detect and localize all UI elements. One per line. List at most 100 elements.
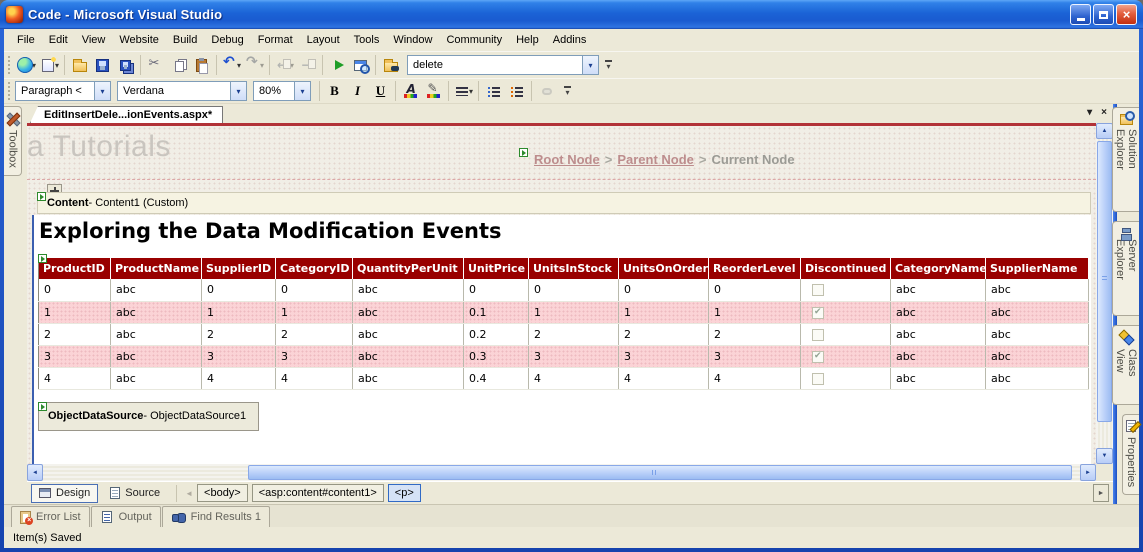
content-page[interactable]: Exploring the Data Modification Events P…	[32, 215, 1091, 464]
grid-cell: 4	[708, 367, 801, 390]
horizontal-scroll-track[interactable]	[43, 464, 1080, 481]
document-list-dropdown-icon[interactable]: ▾	[1087, 107, 1093, 118]
breadcrumb-root-link[interactable]: Root Node	[534, 152, 600, 167]
alignment-button[interactable]: ▾	[452, 80, 475, 102]
source-view-button[interactable]: Source	[102, 484, 168, 503]
gridview-control[interactable]: ProductID ProductName SupplierID CategoryID…	[38, 254, 1091, 390]
add-new-item-button[interactable]: ▾	[38, 54, 61, 76]
menu-edit[interactable]: Edit	[48, 34, 68, 46]
panel-tab-output[interactable]: Output	[90, 506, 161, 527]
menu-view[interactable]: View	[81, 34, 106, 46]
tab-class-view[interactable]: Class View	[1112, 324, 1139, 405]
font-size-combo-dropdown-icon[interactable]: ▾	[294, 82, 310, 100]
scroll-up-icon[interactable]: ▲	[1096, 123, 1113, 139]
new-website-button[interactable]: ▾	[15, 54, 38, 76]
open-file-button[interactable]	[68, 54, 91, 76]
find-in-files-button[interactable]	[379, 54, 402, 76]
toolbar-grip[interactable]	[8, 82, 11, 100]
menu-tools[interactable]: Tools	[353, 34, 380, 46]
scroll-left-icon[interactable]: ◄	[27, 464, 43, 481]
title-bar[interactable]: Code - Microsoft Visual Studio ×	[0, 0, 1143, 29]
menu-addins[interactable]: Addins	[552, 34, 587, 46]
tag-asp-content-content1[interactable]: <asp:content#content1>	[251, 484, 384, 502]
cut-button[interactable]	[144, 54, 167, 76]
minimize-button[interactable]	[1070, 4, 1091, 25]
smart-tag-icon[interactable]	[38, 401, 47, 411]
font-combo[interactable]: Verdana ▾	[117, 81, 247, 101]
menu-help[interactable]: Help	[516, 34, 539, 46]
menu-website[interactable]: Website	[119, 34, 159, 46]
save-all-button[interactable]	[114, 54, 137, 76]
italic-button[interactable]: I	[346, 80, 369, 102]
smart-tag-icon[interactable]	[38, 254, 47, 263]
find-results-icon	[171, 510, 186, 525]
tab-server-explorer[interactable]: Server Explorer	[1112, 221, 1139, 316]
menu-layout[interactable]: Layout	[306, 34, 340, 46]
tag-body[interactable]: <body>	[197, 484, 248, 502]
tag-nav-back-icon: ◄	[185, 488, 194, 498]
start-debugging-button[interactable]	[326, 54, 349, 76]
content-control-header[interactable]: Content - Content1 (Custom)	[37, 192, 1091, 214]
toolbar-options-icon[interactable]: ▾	[564, 85, 571, 97]
document-tab[interactable]: EditInsertDele...ionEvents.aspx*	[30, 106, 224, 123]
save-button[interactable]	[91, 54, 114, 76]
design-surface[interactable]: a Tutorials Root Node > Parent Node > Curren…	[27, 126, 1096, 464]
server-explorer-icon	[1121, 228, 1131, 234]
style-combo-dropdown-icon[interactable]: ▾	[94, 82, 110, 100]
font-combo-dropdown-icon[interactable]: ▾	[230, 82, 246, 100]
find-combo[interactable]: delete ▾	[407, 55, 599, 75]
menu-file[interactable]: File	[17, 34, 35, 46]
undo-button[interactable]: ▾	[220, 54, 243, 76]
panel-tab-find-results-1[interactable]: Find Results 1	[161, 506, 270, 527]
menu-community[interactable]: Community	[446, 34, 503, 46]
font-size-combo[interactable]: 80% ▾	[253, 81, 311, 101]
bullet-list-button[interactable]	[482, 80, 505, 102]
tag-nav-forward-icon[interactable]: ►	[1093, 484, 1109, 502]
underline-button[interactable]: U	[369, 80, 392, 102]
bold-button[interactable]: B	[323, 80, 346, 102]
objectdatasource-control[interactable]: ObjectDataSource - ObjectDataSource1	[38, 401, 259, 431]
find-combo-dropdown-icon[interactable]: ▾	[582, 56, 598, 74]
close-button[interactable]: ×	[1116, 4, 1137, 25]
grid-cell: 4	[528, 367, 619, 390]
grid-cell	[800, 367, 891, 390]
scroll-down-icon[interactable]: ▼	[1096, 448, 1113, 464]
panel-tab-error-list[interactable]: Error List	[11, 506, 90, 527]
breadcrumb-parent-link[interactable]: Parent Node	[617, 152, 694, 167]
toolbar-options-icon[interactable]: ▾	[605, 59, 612, 71]
smart-tag-icon[interactable]	[519, 148, 528, 157]
grid-cell: 3	[528, 345, 619, 368]
grid-cell: abc	[890, 345, 986, 368]
tab-solution-explorer[interactable]: Solution Explorer	[1112, 107, 1139, 213]
toolbox-tab[interactable]: Toolbox	[4, 106, 22, 176]
menu-debug[interactable]: Debug	[211, 34, 244, 46]
tag-p[interactable]: <p>	[387, 484, 421, 502]
design-view-button[interactable]: Design	[31, 483, 99, 503]
view-in-browser-button[interactable]	[349, 54, 372, 76]
highlight-button[interactable]	[422, 80, 445, 102]
formatting-toolbar: Paragraph < ▾ Verdana ▾ 80% ▾ BIU ▾ ▾	[4, 78, 1139, 104]
font-color-button[interactable]	[399, 80, 422, 102]
vertical-scroll-track[interactable]	[1096, 139, 1113, 448]
horizontal-scrollbar[interactable]: ◄ ►	[27, 464, 1096, 481]
close-document-icon[interactable]: ×	[1101, 107, 1107, 118]
maximize-button[interactable]	[1093, 4, 1114, 25]
menu-window[interactable]: Window	[393, 34, 433, 46]
menu-format[interactable]: Format	[257, 34, 293, 46]
vertical-scroll-thumb[interactable]	[1097, 141, 1112, 423]
copy-button[interactable]	[167, 54, 190, 76]
vertical-scrollbar[interactable]: ▲ ▼	[1096, 123, 1113, 464]
style-combo[interactable]: Paragraph < ▾	[15, 81, 111, 101]
numbered-list-button[interactable]	[505, 80, 528, 102]
bullet-list-icon	[486, 83, 502, 99]
menu-build[interactable]: Build	[172, 34, 198, 46]
scroll-right-icon[interactable]: ►	[1080, 464, 1096, 481]
horizontal-scroll-thumb[interactable]	[248, 465, 1072, 480]
tab-properties[interactable]: Properties	[1122, 413, 1139, 496]
grid-row: 4 abc 4 4 abc 0.4 4 4 4 abc abc	[38, 367, 1089, 390]
paste-button[interactable]	[190, 54, 213, 76]
smart-tag-icon[interactable]	[37, 192, 46, 201]
status-text: Item(s) Saved	[13, 531, 82, 544]
toolbar-grip[interactable]	[8, 56, 11, 74]
